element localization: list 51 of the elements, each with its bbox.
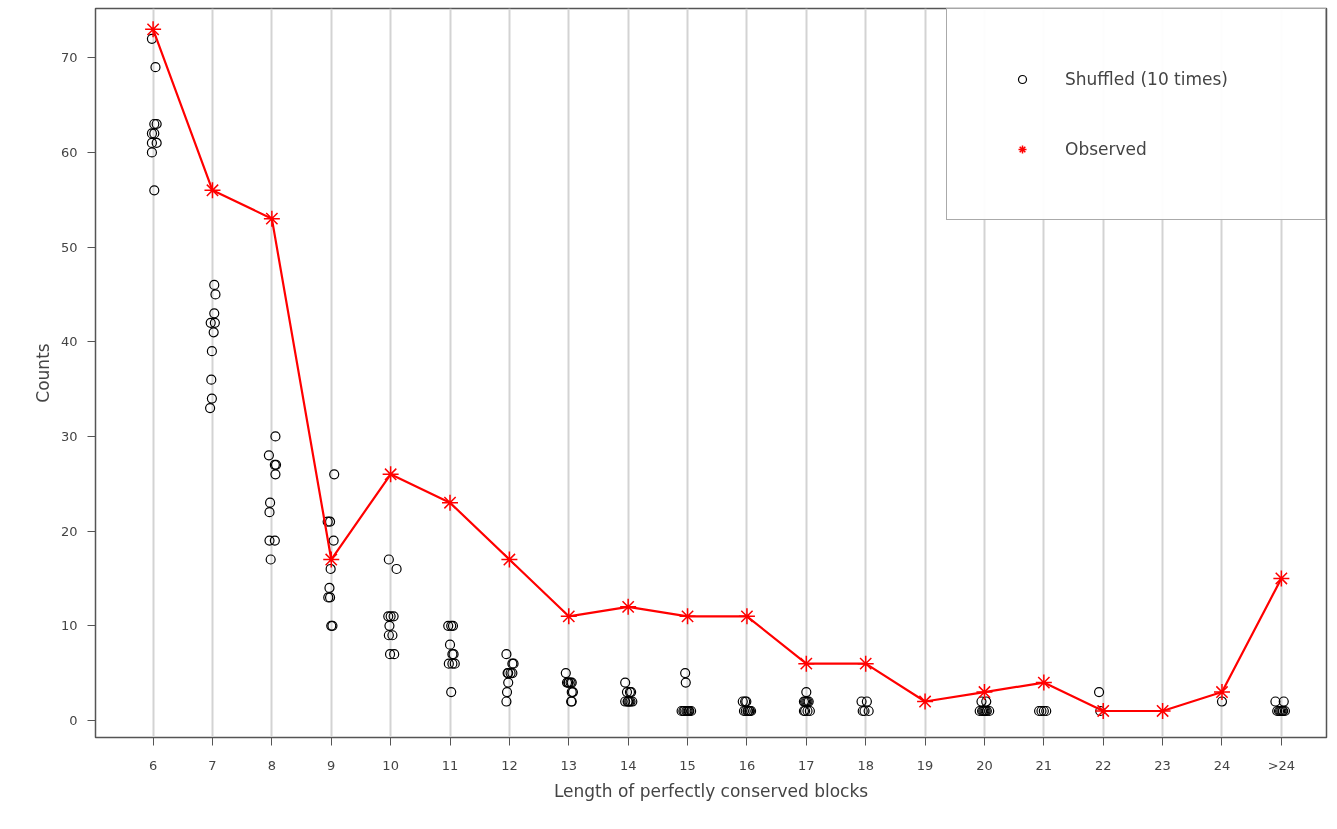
point: [916, 692, 934, 711]
y-tick-label: 20: [60, 523, 78, 539]
point: [1213, 683, 1231, 701]
x-tick-label: 12: [501, 757, 518, 773]
x-axis-title: Length of perfectly conserved blocks: [553, 780, 869, 801]
point: [619, 598, 637, 616]
y-tick-label: 60: [60, 144, 78, 160]
x-tick-label: 8: [267, 757, 277, 773]
x-tick-label: 7: [208, 757, 217, 773]
point: [1035, 673, 1053, 692]
point: [144, 20, 162, 39]
x-tick-label: 15: [679, 757, 696, 773]
y-tick-label: 70: [60, 50, 78, 66]
y-tick-label: 50: [60, 239, 78, 255]
x-tick-label: 22: [1094, 757, 1112, 773]
x-tick-label: 19: [916, 757, 934, 773]
point: [975, 683, 994, 701]
point: [381, 465, 400, 484]
y-tick-label: 10: [60, 618, 78, 634]
point: [1272, 569, 1291, 588]
x-tick-label: >24: [1267, 757, 1296, 773]
point: [738, 607, 756, 626]
point: [441, 493, 459, 512]
point: [797, 654, 816, 673]
x-tick-label: 20: [976, 757, 993, 773]
x-tick-label: 13: [560, 757, 578, 773]
legend-label: Observed: [1065, 139, 1148, 159]
x-tick-label: 21: [1035, 757, 1053, 773]
x-tick-label: 18: [857, 757, 874, 773]
point: [560, 607, 578, 626]
x-tick-label: 10: [382, 757, 399, 773]
y-axis-title: Counts: [32, 343, 53, 403]
point: [263, 209, 281, 228]
x-tick-label: 14: [619, 757, 637, 773]
x-tick-label: 6: [148, 757, 158, 773]
legend-label: Shuffled (10 times): [1065, 69, 1229, 89]
x-tick-label: 9: [327, 757, 336, 773]
point: [1094, 702, 1112, 720]
x-tick-label: 16: [738, 757, 756, 773]
x-tick-label: 24: [1213, 757, 1231, 773]
y-tick-label: 30: [60, 428, 78, 444]
point: [500, 550, 519, 569]
point: [678, 607, 697, 626]
x-tick-label: 23: [1154, 757, 1171, 773]
point: [322, 550, 340, 569]
point: [856, 654, 875, 673]
y-tick-label: 0: [69, 712, 78, 728]
x-tick-label: 11: [441, 757, 459, 773]
y-tick-label: 40: [60, 334, 78, 350]
x-tick-label: 17: [798, 757, 815, 773]
point: [203, 181, 222, 200]
